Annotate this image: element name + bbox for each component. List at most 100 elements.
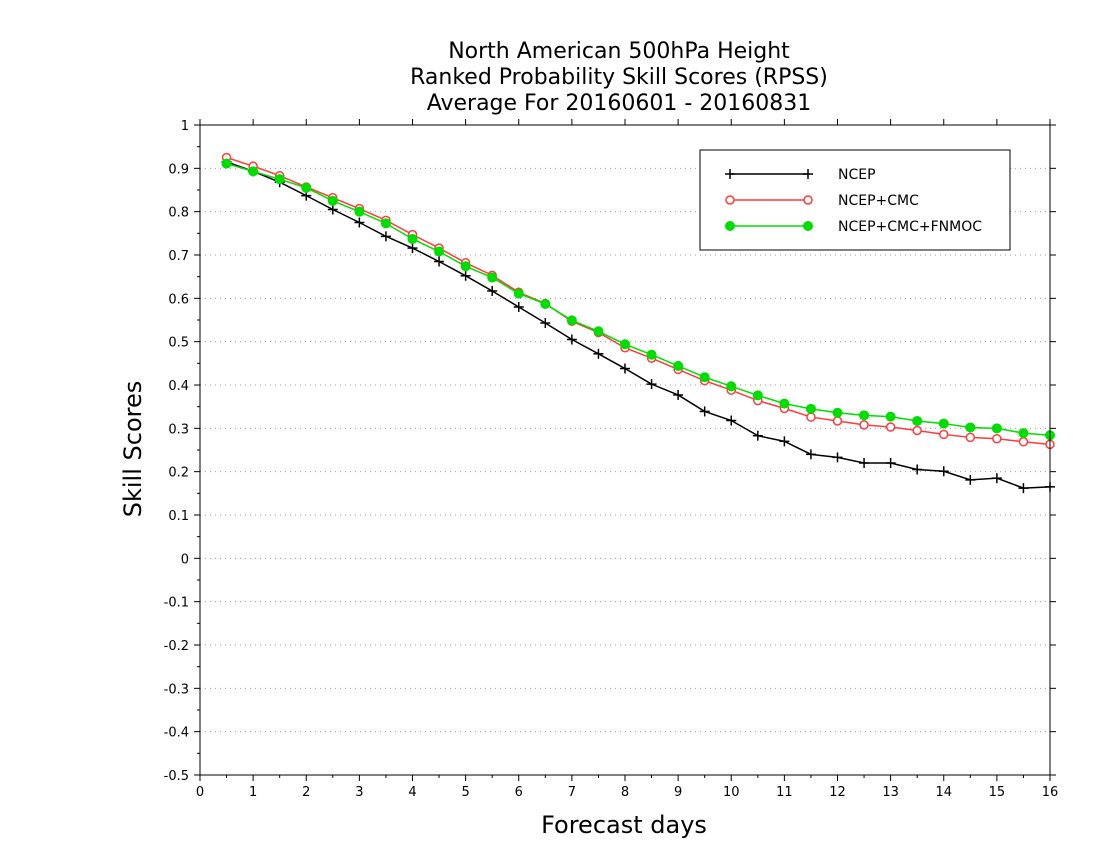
data-point xyxy=(912,425,922,436)
y-tick-label: 0.6 xyxy=(168,292,189,307)
x-tick-label: 8 xyxy=(621,785,629,800)
x-tick-label: 10 xyxy=(723,785,740,800)
x-axis: 0 1 2 3 4 5 6 7 8 9 10 11 12 13 14 15 16 xyxy=(196,119,1058,800)
chart-title: North American 500hPa Height Ranked Prob… xyxy=(410,39,828,116)
data-point xyxy=(885,411,896,422)
data-point xyxy=(620,339,630,350)
data-point xyxy=(673,360,684,371)
data-point xyxy=(540,298,551,309)
data-point xyxy=(646,379,657,390)
data-point xyxy=(965,432,976,443)
data-point xyxy=(1018,483,1029,494)
y-tick-label: 0.8 xyxy=(168,206,189,221)
y-tick-label: 0.1 xyxy=(168,509,189,524)
x-axis-label: Forecast days xyxy=(541,811,707,839)
legend-marker xyxy=(725,221,735,231)
legend-marker xyxy=(803,169,813,179)
data-point xyxy=(938,466,949,477)
data-point xyxy=(938,418,949,429)
data-point xyxy=(646,349,657,360)
y-tick-label: -0.4 xyxy=(164,726,189,741)
data-point xyxy=(434,246,445,257)
chart-title-line-2: Ranked Probability Skill Scores (RPSS) xyxy=(410,65,828,90)
series-layer xyxy=(221,152,1055,494)
data-point xyxy=(327,204,338,215)
x-tick-label: 14 xyxy=(935,785,952,800)
data-point xyxy=(407,233,418,244)
data-point xyxy=(487,272,498,283)
data-point xyxy=(673,389,684,400)
data-point xyxy=(806,412,816,422)
legend-label: NCEP xyxy=(838,167,876,183)
y-tick-label: -0.5 xyxy=(164,769,189,784)
series-line xyxy=(226,161,1051,489)
y-axis-label: Skill Scores xyxy=(119,381,147,518)
x-tick-label: 12 xyxy=(829,785,846,800)
data-point xyxy=(726,415,737,426)
data-point xyxy=(593,348,604,359)
x-tick-label: 0 xyxy=(196,785,204,800)
data-point xyxy=(805,449,816,460)
data-point xyxy=(248,166,259,177)
data-point xyxy=(1018,428,1029,439)
legend-marker xyxy=(725,169,735,179)
y-tick-label: 0.5 xyxy=(168,336,189,351)
y-tick-label: 0.3 xyxy=(168,422,189,437)
data-point xyxy=(513,302,524,312)
data-point xyxy=(991,423,1002,434)
x-tick-label: 16 xyxy=(1042,785,1059,800)
data-point xyxy=(566,334,577,345)
data-point xyxy=(885,422,896,432)
data-point xyxy=(354,217,365,228)
data-point xyxy=(620,363,630,374)
legend-marker xyxy=(725,195,735,205)
data-point xyxy=(885,458,896,468)
data-point xyxy=(779,398,790,409)
data-point xyxy=(380,218,391,229)
data-point xyxy=(327,195,338,206)
legend-label: NCEP+CMC+FNMOC xyxy=(838,219,982,235)
y-tick-label: 1 xyxy=(181,119,189,134)
data-point xyxy=(752,430,763,441)
data-point xyxy=(991,473,1002,484)
y-tick-label: 0.2 xyxy=(168,466,189,481)
x-tick-label: 5 xyxy=(461,785,469,800)
data-point xyxy=(859,420,869,430)
x-tick-label: 6 xyxy=(515,785,523,800)
y-tick-label: -0.3 xyxy=(164,682,189,697)
data-point xyxy=(965,422,976,433)
x-tick-label: 2 xyxy=(302,785,310,800)
data-point xyxy=(752,390,763,401)
data-point xyxy=(779,436,790,447)
data-point xyxy=(354,206,365,217)
x-tick-label: 13 xyxy=(882,785,899,800)
legend-item: NCEP xyxy=(725,167,876,183)
data-point xyxy=(805,403,816,414)
data-point xyxy=(274,174,285,185)
data-point xyxy=(380,231,391,242)
data-point xyxy=(460,270,471,281)
chart-title-line-1: North American 500hPa Height xyxy=(448,39,790,64)
x-tick-label: 15 xyxy=(989,785,1006,800)
x-tick-label: 9 xyxy=(674,785,682,800)
y-tick-label: -0.1 xyxy=(164,596,189,611)
data-point xyxy=(912,464,923,475)
data-point xyxy=(407,243,418,254)
data-point xyxy=(566,315,577,326)
data-point xyxy=(965,474,976,485)
x-tick-label: 7 xyxy=(568,785,576,800)
y-axis: -0.5 -0.4 -0.3 -0.2 -0.1 0 0.1 0.2 0.3 0.4 0.5 0.6 0… xyxy=(164,119,1056,784)
legend-item: NCEP+CMC+FNMOC xyxy=(725,219,982,235)
data-point xyxy=(460,261,471,272)
data-point xyxy=(726,381,737,392)
data-point xyxy=(992,433,1002,444)
x-tick-label: 11 xyxy=(776,785,793,800)
data-point xyxy=(1018,437,1029,447)
x-tick-label: 3 xyxy=(355,785,363,800)
y-tick-label: -0.2 xyxy=(164,639,189,654)
legend: NCEP NCEP+CMC NCEP+CMC+FNMOC xyxy=(699,149,1011,251)
legend-item: NCEP+CMC xyxy=(725,193,919,209)
y-tick-label: 0.7 xyxy=(168,249,189,264)
data-point xyxy=(832,407,843,418)
